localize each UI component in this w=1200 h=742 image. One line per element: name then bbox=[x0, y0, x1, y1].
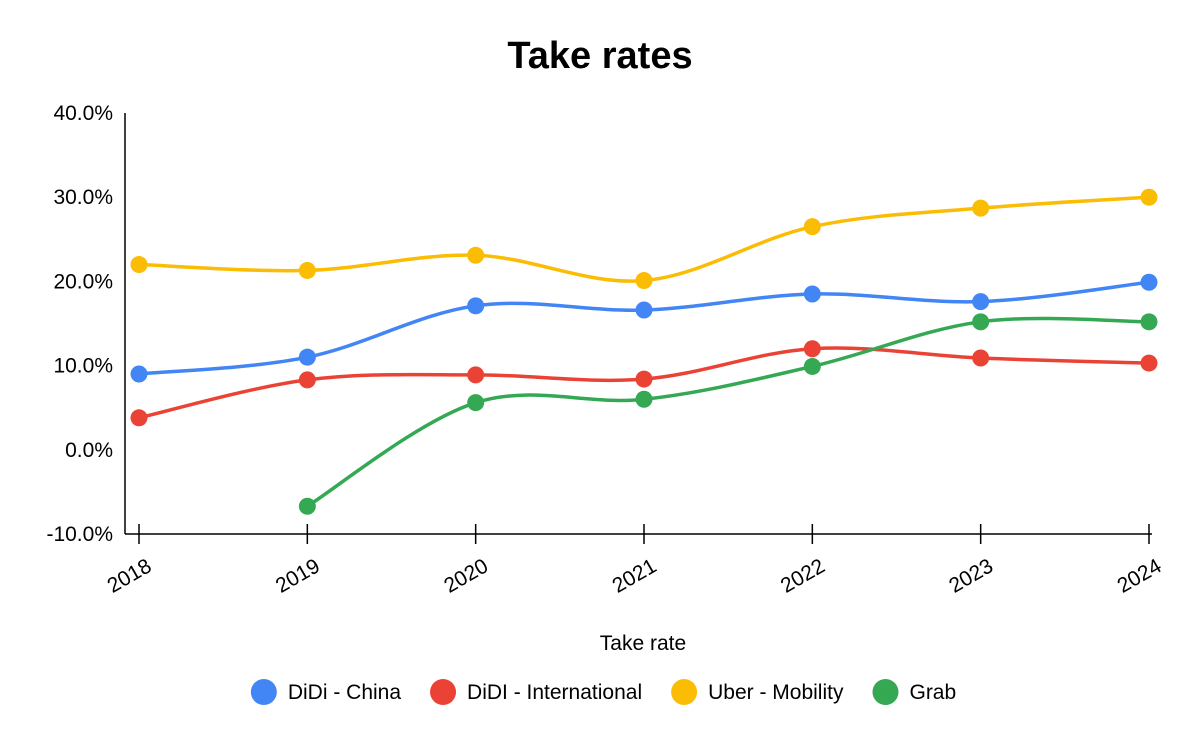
y-tick-label: 10.0% bbox=[53, 355, 113, 378]
series-didi-international bbox=[130, 340, 1158, 427]
data-point[interactable] bbox=[972, 199, 990, 217]
data-point[interactable] bbox=[1140, 273, 1158, 291]
x-tick-label: 2021 bbox=[609, 554, 661, 597]
x-tick-label: 2019 bbox=[272, 554, 324, 597]
data-point[interactable] bbox=[635, 390, 653, 408]
data-point[interactable] bbox=[467, 394, 485, 412]
legend-label: Grab bbox=[909, 681, 956, 704]
series-grab bbox=[298, 313, 1158, 515]
x-tick-label: 2023 bbox=[945, 554, 997, 597]
legend-label: Uber - Mobility bbox=[708, 681, 844, 704]
y-tick-label: -10.0% bbox=[46, 523, 113, 546]
data-point[interactable] bbox=[1140, 354, 1158, 372]
data-point[interactable] bbox=[298, 497, 316, 515]
data-point[interactable] bbox=[130, 256, 148, 274]
legend-item[interactable]: DiDi - China bbox=[250, 679, 402, 705]
data-point[interactable] bbox=[972, 313, 990, 331]
x-axis-label: Take rate bbox=[600, 632, 686, 655]
axes: -10.0% 0.0% 10.0% 20.0% 30.0% 40.0% 2018 2019 20… bbox=[46, 102, 1165, 598]
y-tick-label: 0.0% bbox=[65, 439, 113, 462]
series-line bbox=[305, 316, 1151, 508]
data-point[interactable] bbox=[298, 261, 316, 279]
data-point[interactable] bbox=[803, 285, 821, 303]
legend-marker bbox=[872, 679, 899, 705]
x-tick-label: 2018 bbox=[104, 554, 156, 597]
legend-item[interactable]: DiDI - International bbox=[430, 679, 642, 705]
y-tick-label: 40.0% bbox=[53, 102, 113, 125]
series-line bbox=[137, 195, 1151, 283]
legend: DiDi - China DiDI - International Uber - M… bbox=[250, 679, 956, 705]
x-tick-label: 2024 bbox=[1114, 554, 1166, 597]
legend-item[interactable]: Grab bbox=[872, 679, 956, 705]
legend-marker bbox=[250, 679, 277, 705]
data-point[interactable] bbox=[298, 371, 316, 389]
legend-label: DiDi - China bbox=[288, 681, 402, 704]
data-point[interactable] bbox=[972, 349, 990, 367]
data-point[interactable] bbox=[130, 365, 148, 383]
legend-marker bbox=[430, 679, 457, 705]
data-point[interactable] bbox=[1140, 313, 1158, 331]
data-point[interactable] bbox=[467, 246, 485, 264]
chart-title: Take rates bbox=[507, 35, 692, 77]
data-point[interactable] bbox=[803, 218, 821, 236]
data-point[interactable] bbox=[972, 293, 990, 311]
data-point[interactable] bbox=[467, 297, 485, 315]
data-point[interactable] bbox=[803, 340, 821, 358]
data-point[interactable] bbox=[467, 366, 485, 384]
series-uber-mobility bbox=[130, 188, 1158, 290]
x-tick-label: 2022 bbox=[777, 554, 829, 597]
data-point[interactable] bbox=[130, 409, 148, 427]
series-layer bbox=[130, 188, 1158, 515]
y-tick-label: 20.0% bbox=[53, 270, 113, 293]
data-point[interactable] bbox=[635, 370, 653, 388]
y-tick-label: 30.0% bbox=[53, 186, 113, 209]
data-point[interactable] bbox=[803, 357, 821, 375]
legend-marker bbox=[671, 679, 698, 705]
series-didi-china bbox=[130, 273, 1158, 383]
data-point[interactable] bbox=[635, 301, 653, 319]
legend-label: DiDI - International bbox=[467, 681, 642, 704]
data-point[interactable] bbox=[1140, 188, 1158, 206]
x-tick-label: 2020 bbox=[440, 554, 492, 597]
data-point[interactable] bbox=[298, 348, 316, 366]
legend-item[interactable]: Uber - Mobility bbox=[671, 679, 844, 705]
data-point[interactable] bbox=[635, 272, 653, 290]
